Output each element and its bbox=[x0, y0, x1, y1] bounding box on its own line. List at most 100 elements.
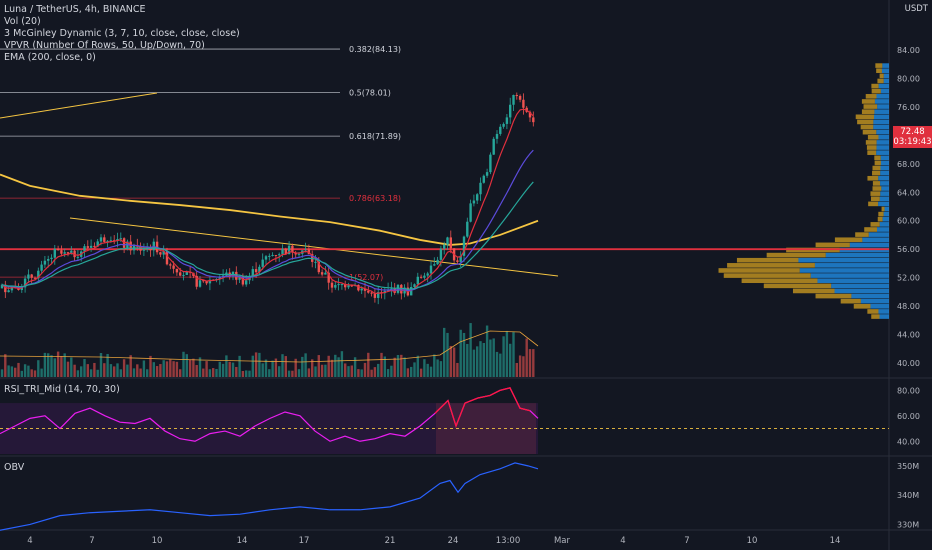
time-tick-label: 13:00 bbox=[496, 536, 521, 546]
volume-bar bbox=[126, 364, 129, 377]
volume-bar bbox=[410, 366, 413, 377]
obv-label[interactable]: OBV bbox=[4, 462, 25, 473]
mcginley-line bbox=[1, 181, 534, 290]
volume-bar bbox=[459, 329, 462, 377]
candle-body bbox=[172, 265, 175, 269]
volume-bar bbox=[377, 363, 380, 377]
vpvr-bar-up bbox=[876, 150, 889, 155]
vpvr-bar-up bbox=[881, 186, 889, 191]
vpvr-bar-up bbox=[834, 288, 889, 294]
vpvr-bar-down bbox=[865, 140, 877, 145]
vpvr-bar-down bbox=[863, 104, 878, 109]
candle-body bbox=[119, 238, 122, 240]
volume-bar bbox=[291, 370, 294, 377]
vpvr-bar-down bbox=[877, 216, 883, 222]
volume-bar bbox=[0, 369, 4, 377]
vpvr-bar-down bbox=[879, 73, 884, 79]
volume-bar bbox=[27, 365, 30, 377]
volume-bar bbox=[86, 364, 89, 377]
volume-bar bbox=[413, 362, 416, 377]
candle-body bbox=[109, 240, 113, 242]
time-tick-label: 24 bbox=[448, 536, 459, 546]
candle-body bbox=[476, 194, 479, 201]
volume-bar bbox=[192, 358, 195, 377]
candle-body bbox=[330, 282, 334, 288]
rsi-tick-label: 60.00 bbox=[897, 412, 920, 421]
vpvr-bar-up bbox=[876, 140, 889, 145]
candle-body bbox=[86, 246, 89, 248]
candle-body bbox=[245, 280, 248, 285]
volume-bar bbox=[264, 359, 268, 377]
volume-bar bbox=[20, 370, 23, 377]
vpvr-bar-down bbox=[763, 283, 832, 289]
candle-body bbox=[0, 284, 4, 289]
volume-bar bbox=[73, 364, 76, 377]
volume-bar bbox=[433, 354, 436, 377]
candle-body bbox=[116, 239, 119, 241]
volume-bar bbox=[202, 368, 205, 377]
candle-body bbox=[175, 268, 179, 273]
candle-body bbox=[433, 264, 436, 266]
volume-bar bbox=[495, 351, 499, 377]
volume-bar bbox=[370, 369, 373, 377]
volume-bar bbox=[439, 361, 443, 377]
symbol-title[interactable]: Luna / TetherUS, 4h, BINANCE bbox=[4, 4, 146, 15]
vpvr-bar-down bbox=[736, 257, 799, 263]
vpvr-bar-up bbox=[876, 129, 889, 135]
volume-bar bbox=[476, 346, 479, 377]
bar-countdown: 03:19:43 bbox=[893, 137, 932, 147]
volume-bar bbox=[294, 358, 297, 377]
volume-bar bbox=[499, 353, 502, 377]
volume-bar bbox=[324, 364, 327, 377]
indicator-vpvr[interactable]: VPVR (Number Of Rows, 50, Up/Down, 70) bbox=[4, 40, 205, 51]
volume-bar bbox=[426, 363, 429, 377]
candle-body bbox=[83, 246, 86, 252]
candle-body bbox=[162, 251, 165, 255]
volume-bar bbox=[251, 355, 254, 377]
volume-bar bbox=[221, 363, 225, 377]
vpvr-bar-up bbox=[878, 134, 889, 140]
volume-bar bbox=[532, 349, 535, 377]
vpvr-bar-down bbox=[741, 278, 818, 284]
candle-body bbox=[304, 249, 307, 251]
obv-tick-label: 350M bbox=[897, 462, 919, 471]
vpvr-bar-down bbox=[872, 181, 881, 186]
vpvr-bar-up bbox=[878, 83, 889, 89]
candle-body bbox=[159, 252, 162, 255]
volume-bar bbox=[119, 369, 122, 377]
volume-bar bbox=[320, 364, 324, 377]
candle-body bbox=[429, 265, 433, 274]
vpvr-bar-down bbox=[874, 160, 881, 166]
price-tick-label: 60.00 bbox=[897, 217, 920, 226]
vpvr-bar-down bbox=[860, 124, 874, 130]
candle-body bbox=[287, 245, 291, 255]
candle-body bbox=[142, 249, 146, 251]
candle-body bbox=[528, 111, 532, 118]
last-price: 72.48 bbox=[900, 127, 925, 137]
volume-bar bbox=[469, 323, 472, 377]
candle-body bbox=[202, 280, 205, 282]
candle-body bbox=[241, 276, 245, 285]
vpvr-bar-up bbox=[860, 298, 889, 304]
candle-body bbox=[89, 245, 93, 248]
vpvr-bar-down bbox=[871, 314, 880, 319]
vpvr-bar-down bbox=[864, 227, 877, 232]
indicator-ema[interactable]: EMA (200, close, 0) bbox=[4, 52, 96, 63]
rsi-label[interactable]: RSI_TRI_Mid (14, 70, 30) bbox=[4, 384, 120, 395]
candle-body bbox=[479, 182, 482, 195]
indicator-mcginley[interactable]: 3 McGinley Dynamic (3, 7, 10, close, clo… bbox=[4, 28, 240, 39]
candle-body bbox=[377, 292, 380, 298]
vpvr-bar-up bbox=[879, 196, 889, 202]
volume-bar bbox=[311, 359, 314, 377]
indicator-vol[interactable]: Vol (20) bbox=[4, 16, 41, 27]
volume-bar bbox=[284, 356, 287, 377]
time-tick-label: 4 bbox=[620, 536, 625, 546]
vpvr-bar-up bbox=[874, 109, 889, 114]
candle-body bbox=[27, 274, 30, 279]
time-tick-label: 17 bbox=[299, 536, 310, 546]
candle-body bbox=[50, 257, 53, 260]
vpvr-bar-down bbox=[875, 63, 883, 68]
volume-bar bbox=[330, 359, 334, 377]
candle-body bbox=[495, 133, 499, 139]
